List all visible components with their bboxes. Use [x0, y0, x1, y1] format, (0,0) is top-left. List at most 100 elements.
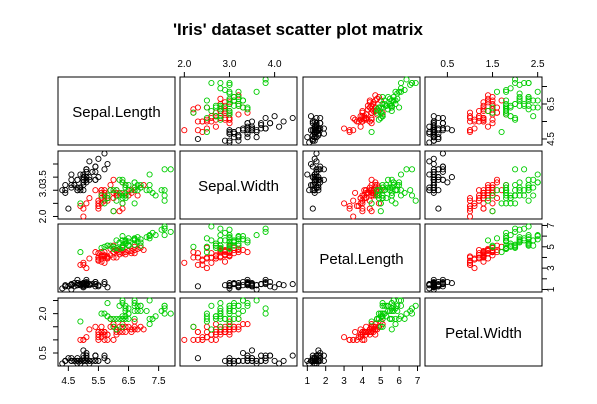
point-petal-width-vs-sepal-width-s1-48 — [203, 334, 210, 341]
point-petal-width-vs-sepal-width-s2-14 — [217, 300, 224, 307]
point-petal-length-vs-petal-width-s1-41 — [484, 248, 492, 255]
point-sepal-length-vs-petal-length-s1-47 — [364, 106, 371, 113]
point-sepal-width-vs-sepal-length-s1-43 — [80, 205, 87, 212]
point-sepal-width-vs-petal-width-s1-35 — [493, 176, 501, 183]
point-sepal-width-vs-petal-width-s0-6 — [435, 176, 442, 183]
point-petal-width-vs-sepal-length-s0-45 — [74, 355, 81, 362]
point-petal-width-vs-petal-length-s2-45 — [381, 302, 388, 309]
panel-box-petal-width-petal-width — [424, 297, 543, 367]
point-sepal-length-vs-petal-length-s0-35 — [307, 127, 315, 134]
point-petal-length-vs-sepal-length-s2-0 — [119, 233, 126, 240]
y-tick-label-sepal-width-2: 3.0 — [38, 183, 49, 197]
point-sepal-width-vs-petal-width-s2-49 — [503, 187, 510, 194]
point-sepal-width-vs-petal-length-s0-24 — [320, 176, 327, 183]
point-sepal-length-vs-petal-width-s1-36 — [489, 97, 496, 104]
point-sepal-width-vs-petal-length-s2-44 — [390, 179, 397, 186]
point-petal-width-vs-sepal-width-s2-33 — [217, 323, 224, 330]
point-sepal-length-vs-petal-length-s0-49 — [311, 127, 318, 134]
point-petal-width-vs-sepal-length-s2-41 — [137, 302, 144, 309]
point-petal-width-vs-petal-length-s2-49 — [379, 315, 386, 322]
point-sepal-width-vs-petal-width-s2-44 — [534, 179, 541, 186]
point-petal-width-vs-sepal-length-s2-34 — [113, 326, 120, 333]
point-sepal-width-vs-sepal-length-s2-46 — [119, 200, 126, 207]
point-sepal-width-vs-sepal-length-s2-29 — [146, 187, 153, 194]
point-petal-width-vs-petal-length-s2-43 — [394, 302, 401, 309]
panel-box-sepal-length-petal-length — [302, 76, 421, 146]
point-petal-length-vs-petal-width-s1-43 — [466, 261, 474, 268]
point-sepal-width-vs-petal-width-s2-19 — [489, 208, 496, 215]
point-petal-width-vs-sepal-width-s1-15 — [230, 326, 238, 333]
point-petal-width-vs-petal-length-s1-11 — [363, 323, 370, 330]
point-sepal-width-vs-petal-length-s0-43 — [315, 174, 322, 181]
point-petal-width-vs-sepal-length-s2-23 — [119, 315, 126, 322]
point-petal-length-vs-petal-width-s2-22 — [512, 225, 519, 232]
point-petal-length-vs-sepal-width-s1-14 — [221, 258, 229, 265]
point-petal-length-vs-sepal-length-s2-6 — [77, 249, 84, 256]
point-petal-width-vs-sepal-width-s0-6 — [244, 355, 251, 362]
point-petal-length-vs-petal-width-s2-18 — [525, 223, 532, 230]
point-petal-width-vs-sepal-width-s1-10 — [181, 336, 188, 343]
point-sepal-length-vs-sepal-width-s2-49 — [226, 111, 233, 118]
point-sepal-length-vs-sepal-width-s0-30 — [230, 130, 238, 137]
x-tick-label-sepal-length-3: 7.5 — [152, 376, 166, 387]
point-sepal-length-vs-petal-width-s2-31 — [512, 76, 519, 83]
point-sepal-length-vs-petal-width-s2-25 — [503, 88, 510, 95]
point-petal-length-vs-sepal-width-s2-0 — [239, 233, 247, 240]
point-petal-length-vs-sepal-length-s1-16 — [98, 249, 105, 256]
point-petal-length-vs-sepal-length-s2-41 — [137, 242, 144, 249]
point-sepal-width-vs-sepal-length-s2-14 — [104, 192, 111, 199]
point-sepal-length-vs-petal-width-s2-9 — [534, 88, 541, 95]
point-sepal-width-vs-sepal-length-s0-13 — [59, 187, 66, 194]
x-tick-label-sepal-width-0: 2.0 — [177, 59, 191, 70]
point-petal-width-vs-sepal-length-s0-43 — [80, 347, 87, 354]
point-sepal-width-vs-petal-length-s2-7 — [401, 189, 408, 196]
point-sepal-width-vs-petal-length-s2-40 — [388, 184, 395, 191]
point-petal-width-vs-sepal-width-s1-6 — [239, 321, 247, 328]
point-petal-width-vs-sepal-length-s2-43 — [134, 302, 141, 309]
point-petal-length-vs-sepal-width-s2-49 — [226, 242, 233, 249]
point-petal-length-vs-sepal-width-s1-28 — [221, 249, 229, 256]
point-sepal-length-vs-petal-length-s1-32 — [357, 113, 364, 120]
point-petal-width-vs-sepal-width-s1-30 — [199, 334, 206, 341]
point-sepal-length-vs-sepal-width-s0-35 — [235, 127, 242, 134]
point-sepal-length-vs-petal-length-s1-44 — [363, 116, 370, 123]
point-petal-length-vs-petal-width-s1-48 — [471, 265, 478, 272]
point-sepal-length-vs-petal-length-s0-42 — [309, 137, 316, 144]
point-sepal-width-vs-sepal-length-s0-16 — [92, 163, 99, 170]
point-petal-width-vs-sepal-length-s1-34 — [92, 323, 99, 330]
point-petal-width-vs-sepal-width-s1-44 — [212, 328, 219, 336]
point-sepal-length-vs-petal-length-s2-33 — [379, 104, 386, 111]
point-petal-width-vs-sepal-length-s1-45 — [101, 331, 108, 338]
point-petal-length-vs-sepal-length-s2-46 — [119, 243, 126, 250]
point-sepal-length-vs-petal-length-s0-36 — [309, 118, 316, 125]
point-sepal-length-vs-sepal-width-s2-6 — [203, 128, 210, 136]
point-petal-width-vs-sepal-length-s0-48 — [89, 357, 96, 364]
point-sepal-length-vs-sepal-width-s2-14 — [217, 113, 224, 120]
x-tick-label-petal-length-5: 6 — [396, 376, 402, 387]
point-petal-width-vs-sepal-length-s2-46 — [119, 313, 126, 320]
point-petal-length-vs-sepal-width-s1-35 — [244, 249, 251, 256]
point-sepal-length-vs-sepal-width-s2-25 — [235, 88, 242, 95]
point-petal-width-vs-sepal-length-s2-38 — [110, 315, 117, 322]
point-petal-length-vs-sepal-width-s1-31 — [199, 257, 206, 264]
point-sepal-length-vs-petal-length-s0-22 — [304, 134, 311, 141]
point-sepal-length-vs-petal-width-s2-46 — [507, 104, 514, 111]
point-sepal-width-vs-sepal-length-s0-14 — [104, 160, 111, 168]
point-petal-width-vs-sepal-length-s2-32 — [122, 305, 129, 312]
point-sepal-length-vs-petal-length-s2-37 — [386, 102, 394, 109]
point-petal-length-vs-petal-width-s2-34 — [484, 237, 492, 244]
chart-title: 'Iris' dataset scatter plot matrix — [173, 20, 423, 39]
point-sepal-length-vs-petal-length-s0-16 — [309, 120, 316, 127]
point-petal-width-vs-sepal-length-s0-36 — [95, 357, 102, 364]
point-sepal-width-vs-petal-length-s2-6 — [368, 200, 375, 207]
point-petal-width-vs-sepal-width-s2-45 — [226, 302, 233, 309]
point-sepal-length-vs-petal-length-s1-2 — [375, 93, 382, 101]
point-petal-width-vs-sepal-length-s2-0 — [119, 297, 126, 304]
point-sepal-width-vs-petal-width-s2-18 — [525, 197, 532, 204]
y-tick-label-petal-width-0: 0.5 — [38, 346, 49, 360]
point-sepal-width-vs-sepal-length-s2-42 — [104, 195, 111, 202]
point-sepal-width-vs-petal-width-s0-13 — [426, 187, 433, 194]
point-sepal-length-vs-petal-width-s2-45 — [525, 97, 532, 104]
point-petal-width-vs-sepal-width-s0-22 — [253, 357, 260, 364]
point-petal-width-vs-sepal-length-s1-39 — [95, 328, 102, 336]
